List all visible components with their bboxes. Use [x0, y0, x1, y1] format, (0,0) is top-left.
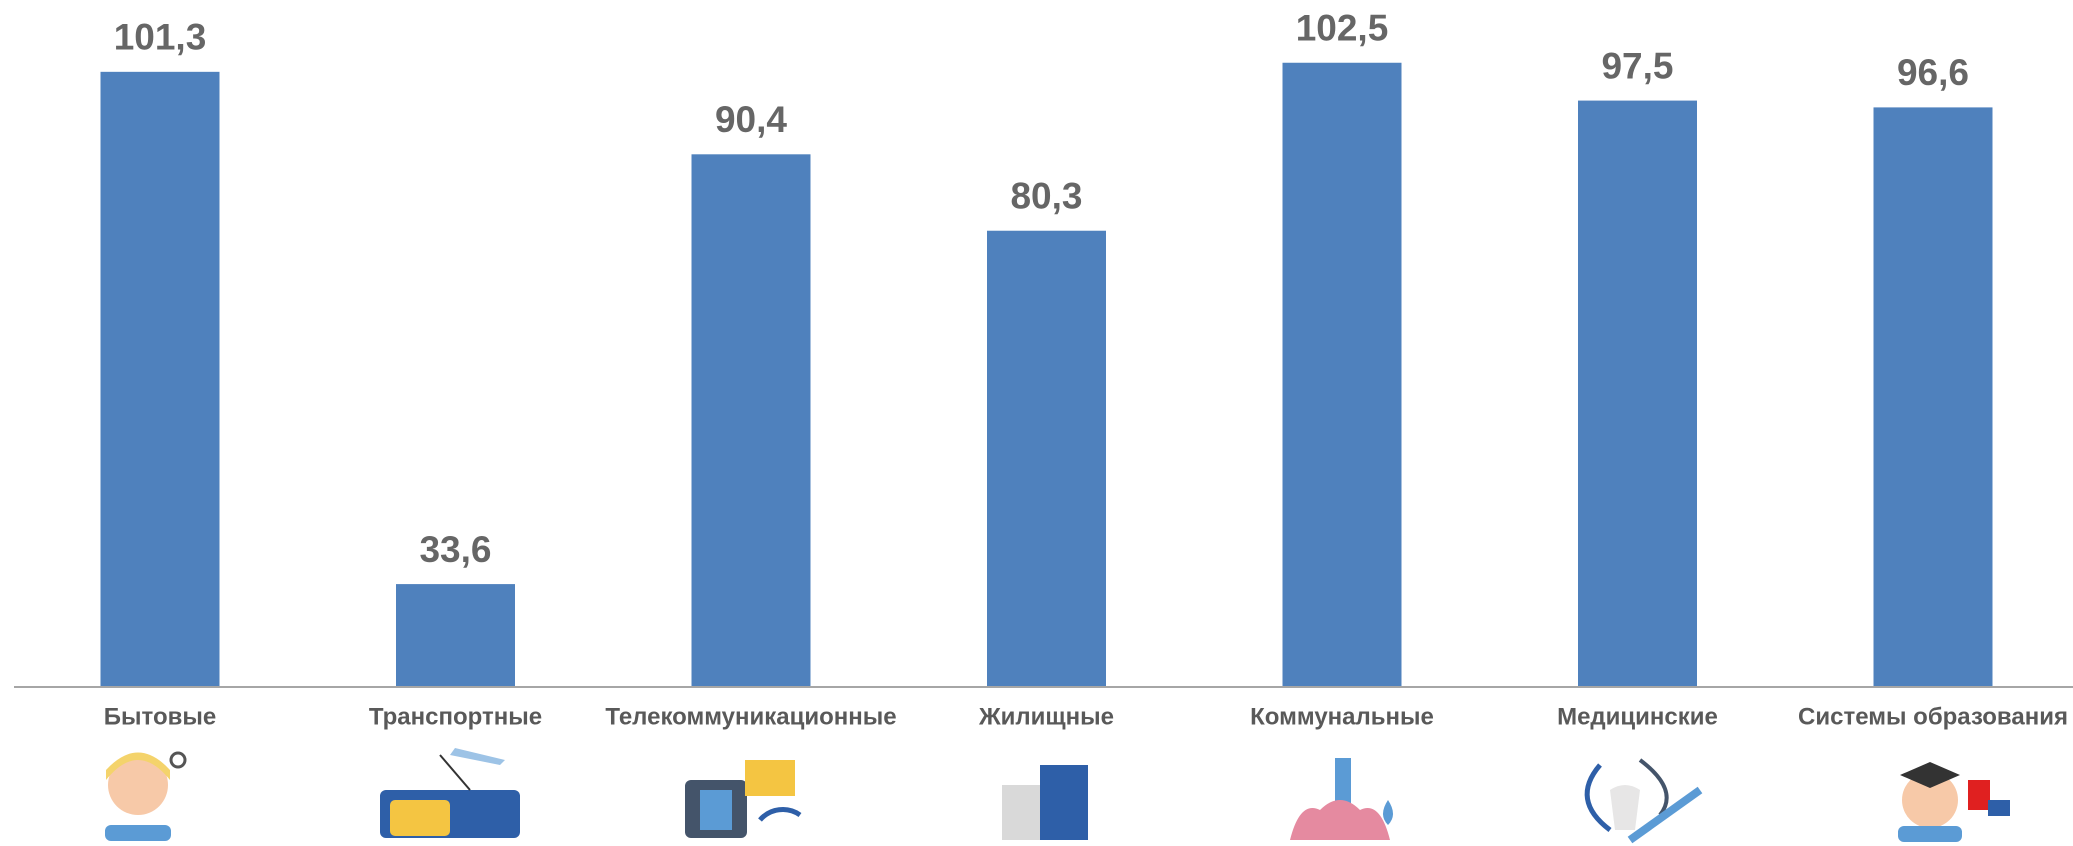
bar — [396, 584, 515, 687]
bar — [1578, 100, 1697, 688]
icon-medical — [1584, 758, 1703, 844]
icon-education — [1898, 762, 2010, 842]
value-label: 97,5 — [1601, 45, 1673, 86]
x-tick-label: Телекоммуникационные — [605, 703, 896, 730]
value-label: 101,3 — [114, 17, 207, 58]
bar — [691, 154, 811, 688]
icon-housing — [1002, 765, 1088, 840]
x-tick-label: Транспортные — [369, 703, 542, 730]
value-label: 80,3 — [1010, 176, 1082, 217]
icon-utilities — [1290, 758, 1393, 840]
icons — [105, 748, 2010, 844]
x-tick-label: Коммунальные — [1250, 703, 1434, 730]
x-tick-label: Медицинские — [1557, 703, 1718, 730]
icon-barber — [105, 751, 187, 841]
value-label: 90,4 — [715, 99, 787, 140]
bar — [1282, 62, 1402, 687]
x-tick-label: Бытовые — [104, 703, 216, 730]
bar — [1873, 107, 1993, 688]
icon-telecom — [685, 760, 802, 838]
value-label: 102,5 — [1296, 8, 1389, 49]
value-label: 33,6 — [419, 529, 491, 570]
icon-transport — [380, 748, 520, 838]
x-tick-label: Системы образования — [1798, 703, 2068, 730]
bar — [987, 230, 1106, 688]
value-label: 96,6 — [1897, 52, 1969, 93]
x-tick-label: Жилищные — [978, 703, 1114, 730]
bar — [100, 71, 220, 687]
